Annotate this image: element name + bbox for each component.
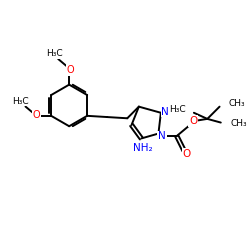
Text: O: O [189, 116, 198, 126]
Text: NH₂: NH₂ [133, 143, 152, 153]
Text: H₃C: H₃C [169, 105, 185, 114]
Text: N: N [158, 132, 166, 141]
Text: O: O [33, 110, 40, 120]
Text: H₃C: H₃C [12, 97, 28, 106]
Text: O: O [66, 65, 74, 75]
Text: H₃C: H₃C [46, 49, 63, 58]
Text: CH₃: CH₃ [228, 99, 245, 108]
Text: N: N [162, 106, 169, 117]
Text: H: H [169, 105, 175, 114]
Text: O: O [182, 149, 191, 159]
Text: CH₃: CH₃ [230, 119, 247, 128]
